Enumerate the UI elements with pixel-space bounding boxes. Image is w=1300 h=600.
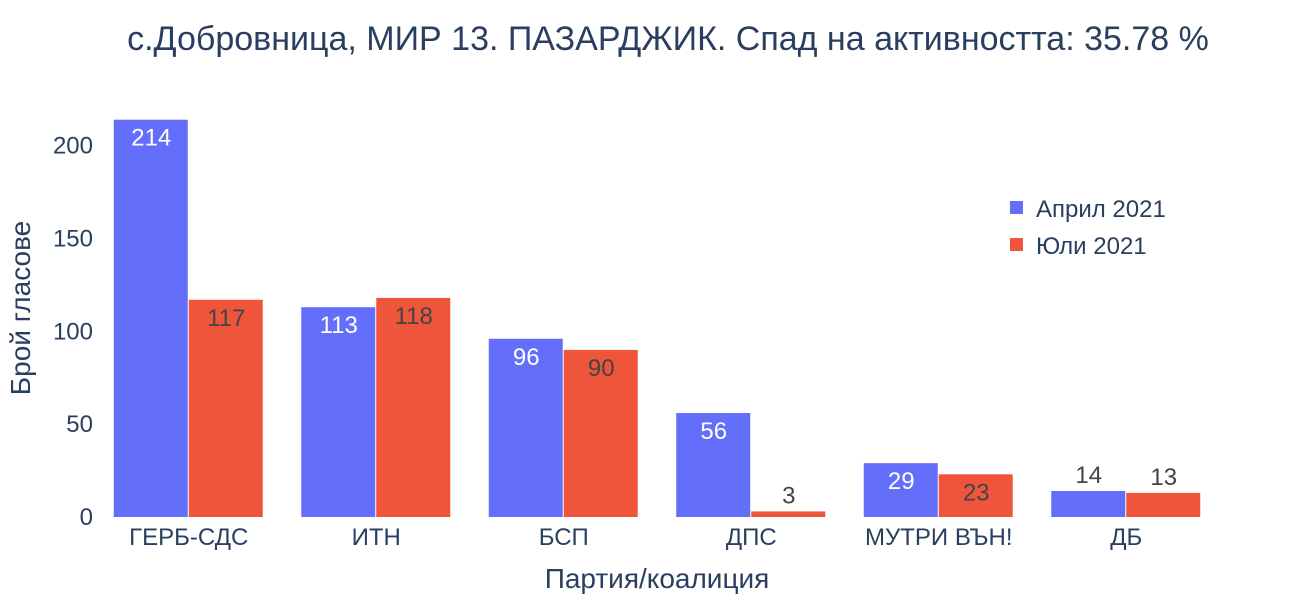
y-tick-label: 50 (66, 411, 93, 438)
legend-swatch (1010, 201, 1023, 214)
x-tick-label: БСП (539, 524, 589, 551)
y-tick-label: 150 (53, 226, 93, 253)
bar-value-label: 118 (395, 303, 433, 330)
chart-title: с.Добровница, МИР 13. ПАЗАРДЖИК. Спад на… (127, 20, 1209, 58)
bar-value-label: 56 (700, 418, 727, 445)
bar-value-label: 96 (513, 344, 540, 371)
x-tick-label: ДПС (726, 524, 777, 551)
x-axis-ticks: ГЕРБ-СДС ИТН БСП ДПС МУТРИ ВЪН! ДБ (129, 524, 1142, 551)
y-axis-title: Брой гласове (5, 221, 36, 395)
bar (113, 119, 188, 518)
legend: Април 2021 Юли 2021 (1010, 196, 1166, 260)
bar-value-label: 113 (320, 312, 358, 339)
x-tick-label: ДБ (1110, 524, 1142, 551)
bar-value-label: 29 (888, 468, 915, 495)
bar-value-label: 23 (963, 479, 990, 506)
bar-labels: 214 113 96 56 29 14 117 118 90 3 23 13 (131, 125, 1177, 510)
x-tick-label: ГЕРБ-СДС (129, 524, 248, 551)
legend-swatch (1010, 238, 1023, 251)
bar-value-label: 13 (1150, 464, 1177, 491)
bar (488, 338, 563, 517)
bar-value-label: 3 (782, 482, 795, 509)
bar-value-label: 90 (588, 355, 615, 382)
bar (301, 307, 376, 517)
bar-value-label: 214 (131, 125, 171, 152)
bar (863, 463, 938, 517)
bars (113, 119, 1201, 518)
x-tick-label: ИТН (352, 524, 401, 551)
bar (1051, 491, 1126, 517)
bar (1126, 492, 1201, 517)
bar (563, 349, 638, 517)
bar (938, 474, 1013, 517)
bar (188, 299, 263, 517)
bar (376, 297, 451, 517)
y-tick-label: 0 (80, 504, 93, 531)
y-tick-label: 200 (53, 133, 93, 160)
legend-label: Април 2021 (1036, 196, 1166, 223)
x-axis-title: Партия/коалиция (545, 563, 770, 594)
bar (676, 413, 751, 517)
bar-value-label: 117 (207, 305, 245, 332)
y-axis-ticks: 0 50 100 150 200 (53, 133, 93, 531)
x-tick-label: МУТРИ ВЪН! (865, 524, 1012, 551)
bar (751, 511, 826, 517)
bar-value-label: 14 (1075, 462, 1102, 489)
y-tick-label: 100 (53, 318, 93, 345)
legend-label: Юли 2021 (1036, 233, 1147, 260)
